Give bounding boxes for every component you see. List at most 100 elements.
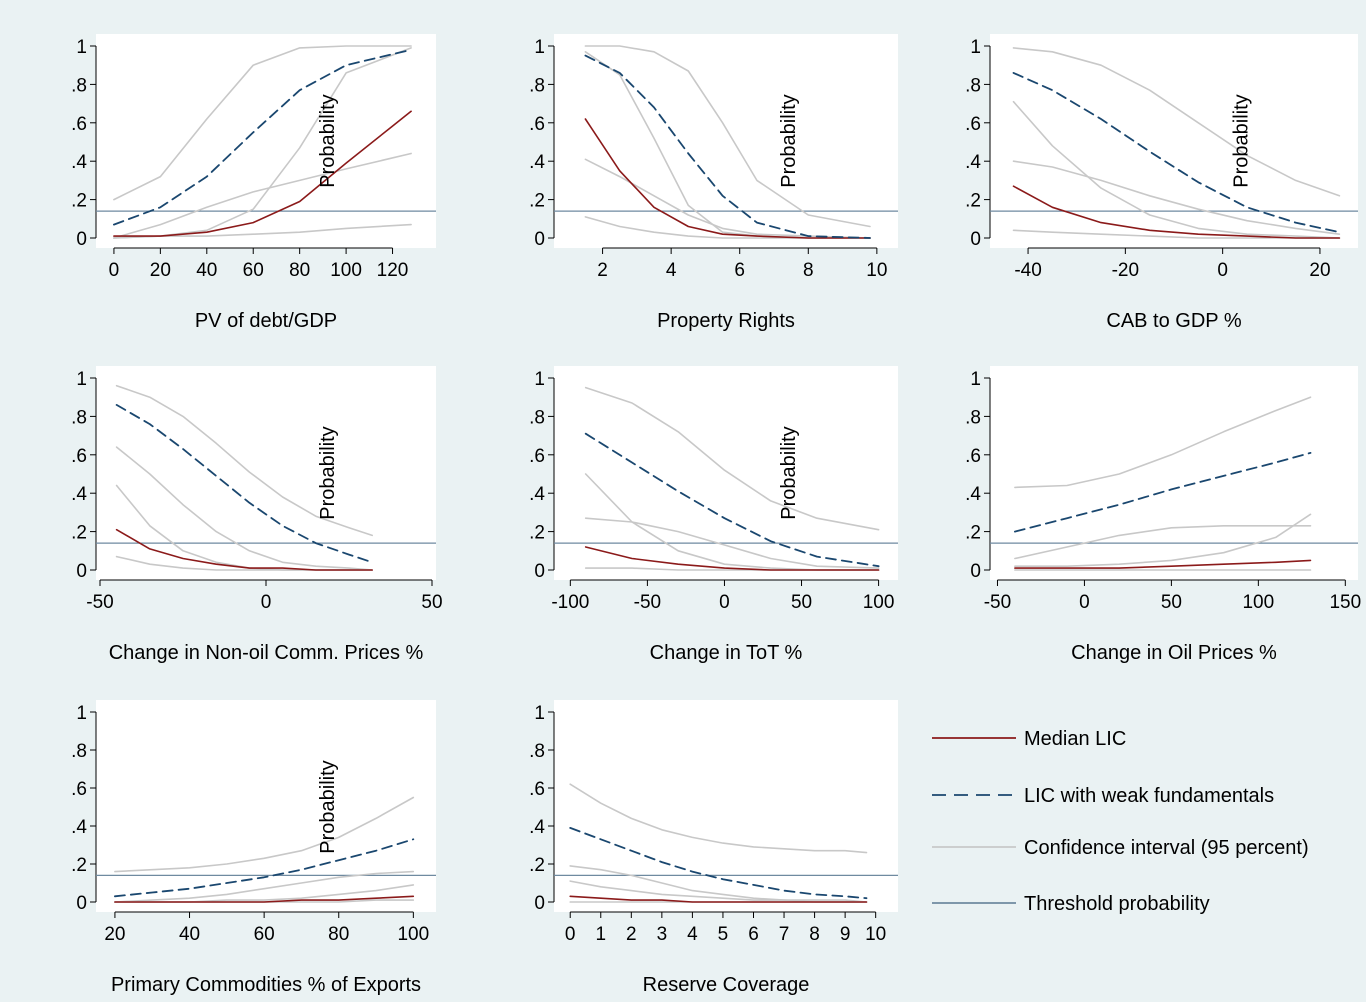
series-line-weak: [115, 403, 374, 564]
panel-7: 0 .2 .4 .6 .8 1 20 40 60 80 100 Primary Commodities…: [71, 700, 436, 996]
y-tick-label: .2: [529, 191, 545, 212]
series-line-median: [1012, 185, 1341, 239]
y-tick-label: .2: [965, 191, 981, 212]
x-tick-label: 80: [328, 924, 349, 945]
x-axis-title: Primary Commodities % of Exports: [111, 974, 421, 996]
y-tick-label: 0: [970, 229, 981, 250]
x-tick-label: 100: [330, 260, 362, 281]
x-tick-label: 0: [1217, 260, 1228, 281]
series-line-median: [584, 546, 880, 571]
series-line-weak: [113, 48, 413, 226]
plot-area: [990, 34, 1358, 248]
x-tick-label: 40: [179, 924, 200, 945]
y-tick-label: .2: [529, 523, 545, 544]
x-tick-label: -100: [551, 592, 589, 613]
x-tick-label: -20: [1112, 260, 1139, 281]
x-tick-label: 120: [377, 260, 409, 281]
series-line-ci: [115, 384, 374, 537]
y-tick-label: .4: [71, 152, 87, 173]
y-tick-label: .2: [71, 523, 87, 544]
plot-area: [96, 366, 436, 580]
series-line-median: [113, 110, 412, 237]
x-tick-label: 60: [243, 260, 264, 281]
series-line-ci: [113, 152, 412, 239]
series-line-weak: [569, 827, 868, 900]
y-tick-label: .6: [71, 114, 87, 135]
plot-area: [554, 366, 898, 580]
series-line-ci: [115, 446, 374, 571]
series-line-ci: [584, 386, 880, 531]
y-tick-label: .6: [529, 446, 545, 467]
y-tick-label: 0: [76, 561, 87, 582]
series-line-ci: [1012, 47, 1341, 197]
series-line-weak: [114, 838, 415, 898]
y-tick-label: 1: [534, 703, 545, 724]
x-tick-label: 5: [718, 924, 729, 945]
x-axis-title: Change in ToT %: [650, 642, 803, 664]
panel-1: 0 .2 .4 .6 .8 1 0 20 40 60 80 100 120 PV of debt/GDP P…: [71, 34, 436, 332]
series-line-ci: [569, 865, 868, 903]
x-tick-label: 10: [865, 924, 886, 945]
series-line-ci: [569, 783, 868, 854]
y-tick-label: .8: [965, 407, 981, 428]
y-tick-label: .8: [71, 741, 87, 762]
y-tick-label: 1: [970, 37, 981, 58]
x-tick-label: 2: [597, 260, 608, 281]
x-tick-label: 20: [150, 260, 171, 281]
y-tick-label: .4: [71, 484, 87, 505]
plot-area: [96, 34, 436, 248]
x-tick-label: 6: [734, 260, 745, 281]
y-tick-label: 1: [534, 37, 545, 58]
plot-area: [554, 700, 898, 912]
x-axis-title: Property Rights: [657, 310, 795, 332]
y-axis-title: Probability: [317, 94, 339, 187]
y-tick-label: 1: [970, 369, 981, 390]
series-line-median: [584, 118, 871, 239]
x-tick-label: 100: [397, 924, 429, 945]
x-tick-label: -50: [634, 592, 661, 613]
y-tick-label: .6: [529, 779, 545, 800]
series-line-ci: [1014, 513, 1312, 568]
x-tick-label: 100: [1242, 592, 1274, 613]
y-tick-label: 0: [970, 561, 981, 582]
y-tick-label: .2: [965, 523, 981, 544]
series-line-median: [115, 528, 374, 571]
x-axis-title: CAB to GDP %: [1106, 310, 1241, 332]
x-tick-label: 7: [779, 924, 790, 945]
x-axis-title: PV of debt/GDP: [195, 310, 337, 332]
series-line-ci: [114, 796, 415, 873]
x-axis-title: Change in Non-oil Comm. Prices %: [109, 642, 424, 664]
series-line-median: [114, 895, 415, 903]
legend: Median LIC LIC with weak fundamentals Conf…: [932, 728, 1309, 915]
y-tick-label: .6: [529, 114, 545, 135]
y-axis-title: Probability: [317, 426, 339, 519]
legend-label-median: Median LIC: [1024, 728, 1126, 750]
x-tick-label: 0: [109, 260, 120, 281]
panel-2: 0 .2 .4 .6 .8 1 2 4 6 8 10 Property Rights Probabili…: [529, 34, 898, 332]
x-tick-label: 0: [1079, 592, 1090, 613]
series-line-median: [569, 895, 868, 903]
series-line-ci: [1014, 396, 1312, 489]
x-tick-label: 4: [666, 260, 677, 281]
x-tick-label: 0: [565, 924, 576, 945]
y-tick-label: 0: [76, 229, 87, 250]
y-tick-label: .2: [529, 855, 545, 876]
panel-5: 0 .2 .4 .6 .8 1 -100 -50 0 50 100 Change in ToT % Pr…: [529, 366, 898, 664]
x-tick-label: 6: [748, 924, 759, 945]
y-tick-label: 0: [76, 893, 87, 914]
series-line-weak: [1012, 72, 1341, 234]
legend-label-ci: Confidence interval (95 percent): [1024, 837, 1309, 859]
x-tick-label: 100: [863, 592, 895, 613]
y-tick-label: 1: [76, 369, 87, 390]
y-tick-label: 0: [534, 561, 545, 582]
y-axis-title: Probability: [317, 760, 339, 853]
x-tick-label: 50: [421, 592, 442, 613]
y-tick-label: .6: [71, 446, 87, 467]
x-tick-label: 60: [254, 924, 275, 945]
series-line-ci: [1012, 100, 1341, 239]
legend-label-threshold: Threshold probability: [1024, 893, 1210, 915]
series-line-median: [1014, 559, 1312, 569]
x-tick-label: 1: [595, 924, 606, 945]
